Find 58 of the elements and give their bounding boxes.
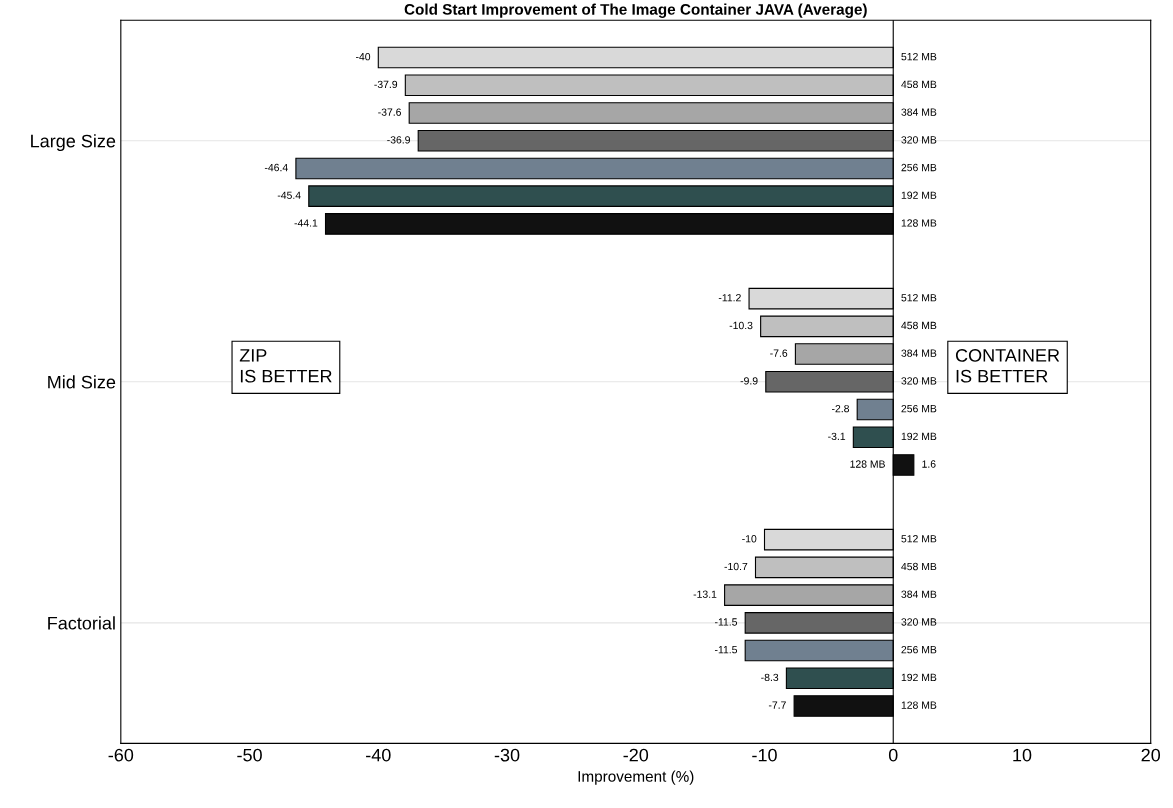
text: 192 MB (901, 432, 937, 441)
text: 384 MB (901, 590, 937, 598)
data-label: -11.2 (718, 294, 741, 302)
text: 458 MB (901, 321, 937, 330)
data-label: -7.7 (768, 701, 786, 709)
data-label: -11.5 (714, 646, 738, 654)
x-tick-label: 20 (1141, 748, 1161, 762)
data-label: -46.4 (264, 163, 288, 172)
text: 128 MB (901, 219, 937, 227)
data-label: -11.5 (714, 618, 738, 626)
series-label: 384 MB (901, 108, 937, 116)
data-label: -40 (355, 52, 371, 61)
data-label: -45.4 (277, 191, 301, 199)
y-tick-label: Large Size (31, 134, 116, 152)
series-label: 320 MB (901, 136, 937, 144)
data-label: -9.9 (740, 377, 758, 385)
text: 128 MB (901, 701, 937, 709)
x-tick-label: -50 (237, 748, 262, 762)
data-label: -2.8 (831, 404, 850, 413)
x-tick-label: 0 (888, 748, 898, 762)
x-tick-label: -40 (366, 748, 391, 762)
data-label: -10 (742, 535, 757, 543)
text: 320 MB (901, 377, 937, 385)
annotation: CONTAINER IS BETTER (955, 349, 1060, 383)
data-label: -7.6 (770, 349, 788, 357)
data-label: 1.6 (922, 460, 936, 468)
annotation: ZIP IS BETTER (239, 349, 332, 383)
data-label: -37.9 (374, 80, 398, 89)
series-label: 512 MB (901, 52, 937, 61)
data-label: -10.7 (724, 562, 748, 571)
x-axis-title: Improvement (%) (578, 770, 694, 785)
data-label: -44.1 (294, 219, 318, 227)
data-label: -10.3 (729, 321, 753, 330)
text: 192 MB (901, 673, 937, 682)
data-label: -37.6 (378, 108, 402, 116)
text: 512 MB (901, 535, 937, 543)
text: 384 MB (901, 349, 937, 357)
text: 320 MB (901, 618, 937, 626)
data-label: -36.9 (387, 136, 410, 144)
series-label: 256 MB (901, 163, 937, 172)
text: 256 MB (901, 404, 937, 413)
text: 512 MB (901, 294, 937, 302)
x-tick-label: -20 (623, 748, 649, 762)
x-tick-label: -60 (108, 748, 134, 762)
series-label: 458 MB (901, 80, 937, 89)
text: 256 MB (901, 645, 937, 654)
text: 458 MB (901, 562, 937, 571)
data-label: -8.3 (761, 673, 779, 682)
series-label: 192 MB (901, 191, 937, 199)
y-tick-label: Factorial (48, 616, 115, 630)
series-label: 128 MB (850, 460, 885, 468)
x-tick-label: -30 (494, 748, 520, 762)
x-tick-label: -10 (752, 748, 777, 762)
x-tick-label: 10 (1013, 748, 1032, 762)
chart-title: Cold Start Improvement of The Image Container JAVA (Average) (404, 3, 867, 18)
y-tick-label: Mid Size (48, 375, 116, 389)
data-label: -3.1 (828, 432, 846, 441)
data-label: -13.1 (693, 590, 717, 598)
